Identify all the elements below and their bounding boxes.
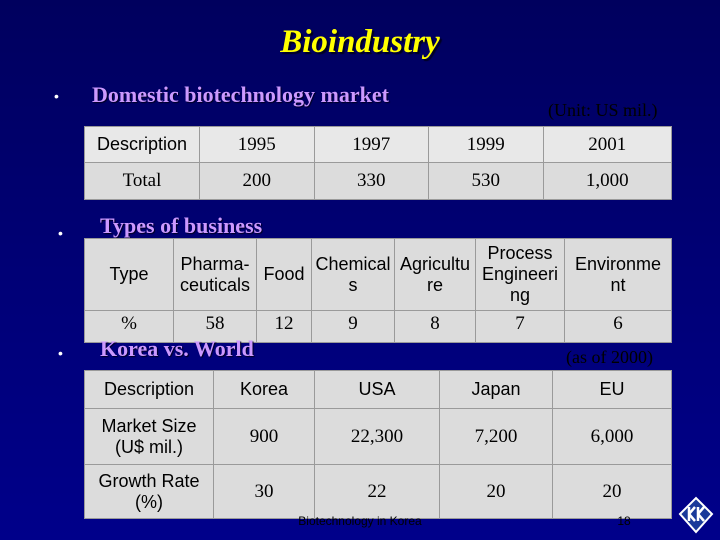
header-year: 2001 [542, 126, 672, 163]
cell-value: 6,000 [552, 408, 672, 465]
header-line: ng [509, 285, 531, 305]
row-label-growth-rate: Growth Rate (%) [84, 464, 214, 519]
header-line: nt [610, 274, 626, 295]
bullet-3: • [58, 345, 63, 361]
header-line: Chemical [315, 253, 391, 274]
header-agriculture: Agricultu re [394, 238, 476, 311]
cell-value: 6 [564, 310, 672, 343]
cell-value: 22,300 [314, 408, 440, 465]
cell-value: 7,200 [439, 408, 553, 465]
footer-text: Biotechnology in Korea [298, 514, 422, 528]
row-label-line: Growth Rate [98, 470, 200, 491]
as-of-note: (as of 2000) [566, 347, 653, 367]
page-number: 18 [617, 514, 631, 528]
cell-value: 20 [552, 464, 672, 519]
cell-value: 200 [199, 162, 315, 200]
cell-value: 22 [314, 464, 440, 519]
header-pharmaceuticals: Pharma- ceuticals [173, 238, 257, 311]
cell-value: 8 [394, 310, 476, 343]
header-food: Food [256, 238, 312, 311]
domestic-market-table: Description 1995 1997 1999 2001 Total 20… [84, 126, 672, 200]
business-types-table: Type Pharma- ceuticals Food Chemical s A… [84, 238, 672, 343]
header-country: Korea [213, 370, 315, 409]
kk-logo-icon [678, 496, 714, 534]
bullet-2: • [58, 225, 63, 241]
header-line: Process [487, 243, 553, 263]
header-description: Description [84, 370, 214, 409]
cell-value: 1,000 [542, 162, 672, 200]
cell-value: 20 [439, 464, 553, 519]
slide-title: Bioindustry [280, 24, 440, 60]
header-country: Japan [439, 370, 553, 409]
heading-types-of-business: Types of business [100, 213, 263, 238]
header-line: re [426, 274, 443, 295]
row-label-total: Total [84, 162, 200, 200]
header-line: Environme [574, 253, 662, 274]
header-type: Type [84, 238, 174, 311]
cell-value: 530 [428, 162, 544, 200]
bullet-1: • [54, 88, 59, 104]
header-line: s [348, 274, 358, 295]
cell-value: 9 [311, 310, 395, 343]
header-line: Engineeri [481, 264, 559, 284]
unit-note: (Unit: US mil.) [548, 100, 658, 120]
row-label-market-size: Market Size (U$ mil.) [84, 408, 214, 465]
header-description: Description [84, 126, 200, 163]
cell-value: 900 [213, 408, 315, 465]
header-line: ceuticals [179, 274, 251, 295]
cell-value: 12 [256, 310, 312, 343]
row-label-line: (%) [135, 491, 163, 512]
row-label-percent: % [84, 310, 174, 343]
header-line: Agricultu [399, 253, 471, 274]
header-chemicals: Chemical s [311, 238, 395, 311]
header-country: EU [552, 370, 672, 409]
header-country: USA [314, 370, 440, 409]
header-process-engineering: Process Engineeri ng [475, 238, 565, 311]
row-label-line: Market Size [101, 415, 197, 436]
cell-value: 30 [213, 464, 315, 519]
cell-value: 7 [475, 310, 565, 343]
cell-value: 58 [173, 310, 257, 343]
header-year: 1999 [428, 126, 544, 163]
header-line: Pharma- [180, 253, 250, 274]
header-year: 1997 [313, 126, 429, 163]
korea-vs-world-table: Description Korea USA Japan EU Market Si… [84, 370, 672, 519]
header-environment: Environme nt [564, 238, 672, 311]
heading-korea-vs-world: Korea vs. World [100, 336, 254, 361]
heading-domestic-market: Domestic biotechnology market [92, 82, 389, 107]
header-year: 1995 [199, 126, 315, 163]
cell-value: 330 [313, 162, 429, 200]
row-label-line: (U$ mil.) [115, 436, 183, 457]
